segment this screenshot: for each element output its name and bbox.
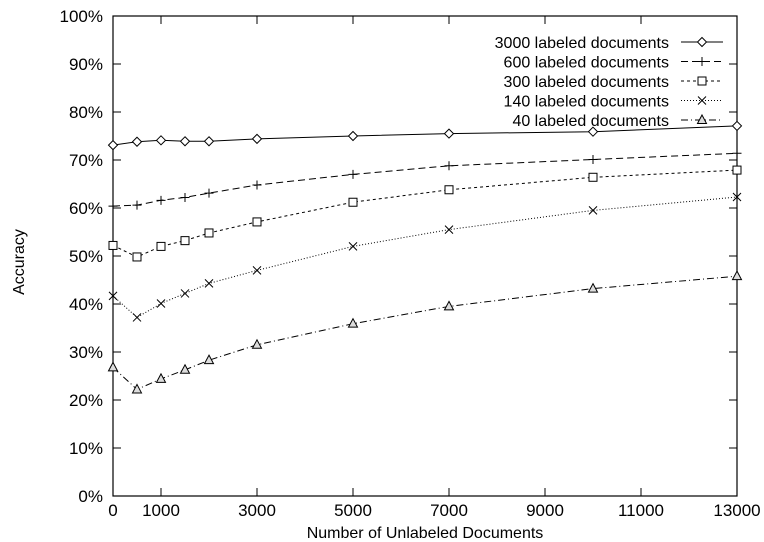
data-point [108, 201, 118, 211]
data-point [204, 279, 214, 288]
data-point [108, 291, 118, 301]
data-point [156, 195, 166, 205]
data-point [348, 242, 358, 251]
x-tick-label: 11000 [618, 501, 664, 520]
data-point [732, 148, 742, 158]
x-tick-label: 7000 [430, 501, 468, 520]
data-point [444, 185, 454, 195]
data-point [204, 188, 214, 198]
data-point [107, 361, 119, 372]
data-point [444, 225, 454, 234]
legend-marker [697, 96, 707, 105]
legend-marker [696, 113, 708, 124]
data-point [252, 217, 262, 227]
data-point [252, 266, 262, 275]
data-point [180, 192, 190, 202]
x-tick-label: 3000 [238, 501, 276, 520]
data-point [156, 299, 166, 308]
series-line [112, 125, 738, 146]
data-point [251, 133, 263, 145]
y-tick-label: 80% [69, 103, 103, 122]
data-point [131, 383, 143, 394]
series-layer [107, 120, 743, 394]
data-point [443, 128, 455, 139]
data-point [588, 206, 598, 215]
legend-label: 140 labeled documents [504, 94, 669, 111]
y-axis-title: Accuracy [11, 229, 28, 295]
data-point [347, 130, 359, 142]
legend: 3000 labeled documents 600 labeled docume… [495, 35, 723, 130]
data-point [179, 136, 191, 147]
series-line [112, 196, 738, 319]
data-point [732, 165, 742, 175]
x-tick-label: 1000 [142, 501, 180, 520]
legend-marker [697, 57, 707, 66]
legend-marker [697, 76, 707, 86]
data-point [203, 354, 215, 365]
legend-label: 300 labeled documents [504, 74, 669, 91]
series-group [108, 148, 742, 211]
data-point [108, 240, 118, 250]
data-point [731, 120, 743, 132]
legend-label: 3000 labeled documents [495, 35, 669, 52]
data-point [444, 161, 454, 171]
y-tick-label: 10% [69, 439, 103, 458]
data-point [251, 338, 263, 349]
x-tick-label: 13000 [713, 501, 760, 520]
y-tick-label: 40% [69, 295, 103, 314]
y-tick-label: 30% [69, 343, 103, 362]
data-point [348, 197, 358, 207]
y-tick-label: 50% [69, 247, 103, 266]
legend-label: 600 labeled documents [504, 55, 669, 72]
data-point [155, 135, 167, 146]
data-point [132, 313, 142, 322]
series-group [107, 270, 743, 394]
data-point [731, 270, 743, 281]
data-point [107, 139, 119, 151]
x-tick-label: 5000 [334, 501, 372, 520]
legend-label: 40 labeled documents [512, 113, 669, 130]
legend-marker [696, 36, 708, 48]
series-line [112, 152, 738, 207]
data-point [132, 200, 142, 210]
y-tick-label: 70% [69, 151, 103, 170]
y-tick-label: 60% [69, 199, 103, 218]
series-line [112, 169, 738, 258]
y-axis: 0% 10% 20% 30% 40% 50% 60% 70% 80% 90% 100% [60, 7, 737, 506]
data-point [155, 372, 167, 383]
data-point [180, 289, 190, 298]
x-axis: 0 1000 3000 5000 7000 9000 11000 13000 [108, 16, 761, 520]
series-group [108, 165, 742, 262]
y-tick-label: 0% [78, 487, 103, 506]
data-point [443, 300, 455, 311]
data-point [132, 252, 142, 262]
data-point [252, 180, 262, 190]
y-tick-label: 100% [60, 7, 103, 26]
data-point [204, 228, 214, 238]
series-group [108, 192, 742, 322]
data-point [131, 136, 143, 147]
series-group [107, 120, 743, 151]
data-point [156, 241, 166, 251]
data-point [348, 169, 358, 179]
data-point [179, 363, 191, 374]
data-point [180, 236, 190, 246]
y-tick-label: 20% [69, 391, 103, 410]
series-line [112, 275, 738, 390]
data-point [587, 282, 599, 293]
data-point [732, 192, 742, 202]
data-point [588, 155, 598, 165]
y-tick-label: 90% [69, 55, 103, 74]
data-point [588, 172, 598, 182]
x-tick-label: 0 [108, 501, 117, 520]
data-point [347, 317, 359, 328]
data-point [203, 136, 215, 147]
x-axis-title: Number of Unlabeled Documents [307, 525, 544, 542]
x-tick-label: 9000 [526, 501, 564, 520]
data-point [587, 126, 599, 137]
